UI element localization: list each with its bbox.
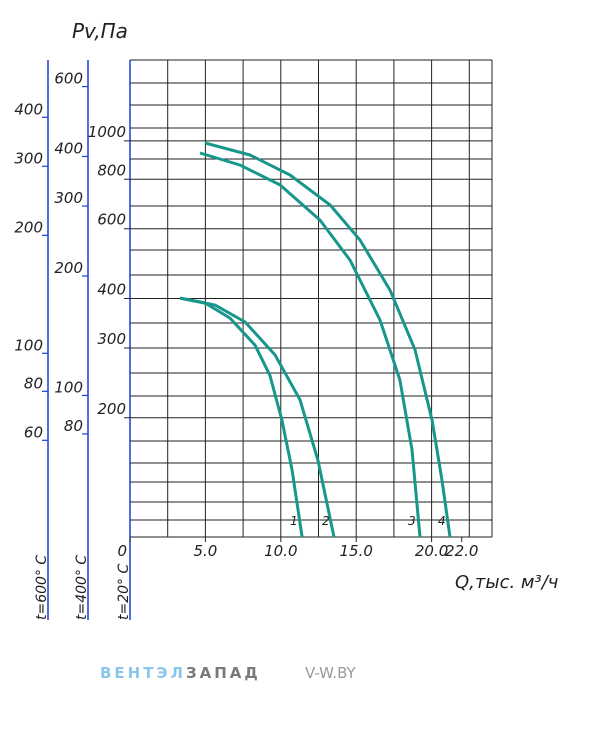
brand: ВЕНТЭЛЗАПАД [100, 664, 261, 682]
curve-label: 1 [290, 514, 298, 528]
curve [179, 296, 336, 538]
x-tick-label: 15.0 [339, 542, 372, 560]
x-tick-label: 0 [117, 542, 127, 560]
axis-title: t=600° C [34, 555, 50, 620]
y-tick-label: 60 [24, 423, 43, 441]
y-tick-label: 200 [97, 400, 126, 418]
x-axis-label: Q,тыс. м³/ч [455, 572, 558, 593]
curve [199, 151, 422, 538]
y-tick-label: 600 [97, 211, 126, 229]
brand-part1: ВЕНТЭЛ [100, 664, 186, 682]
y-tick-label: 100 [54, 378, 83, 396]
x-tick-label: 10.0 [264, 542, 297, 560]
y-axis-label: Pv,Па [72, 19, 128, 43]
brand-part2: ЗАПАД [186, 664, 261, 682]
y-tick-label: 300 [54, 189, 83, 207]
y-tick-label: 300 [14, 149, 43, 167]
x-tick-label: 5.0 [193, 542, 217, 560]
y-tick-label: 400 [97, 281, 126, 299]
y-tick-label: 600 [54, 70, 83, 88]
axis-title: t=20° C [116, 564, 132, 620]
y-tick-label: 400 [54, 139, 83, 157]
y-tick-label: 800 [97, 161, 126, 179]
y-tick-label: 200 [54, 259, 83, 277]
y-tick-label: 80 [64, 417, 83, 435]
curve-label: 3 [408, 514, 416, 528]
y-tick-label: 100 [14, 336, 43, 354]
y-tick-label: 200 [14, 218, 43, 236]
axis-title: t=400° C [74, 555, 90, 620]
y-tick-label: 1000 [88, 123, 126, 141]
site: V-W.BY [305, 664, 357, 682]
curve-label: 2 [322, 514, 330, 528]
curve [179, 296, 304, 538]
curve [204, 141, 452, 538]
x-tick-label: 20.0 [415, 542, 448, 560]
x-tick-label: 22.0 [445, 542, 478, 560]
curve-label: 4 [438, 514, 446, 528]
y-tick-label: 300 [97, 330, 126, 348]
y-tick-label: 80 [24, 374, 43, 392]
y-tick-label: 400 [14, 100, 43, 118]
